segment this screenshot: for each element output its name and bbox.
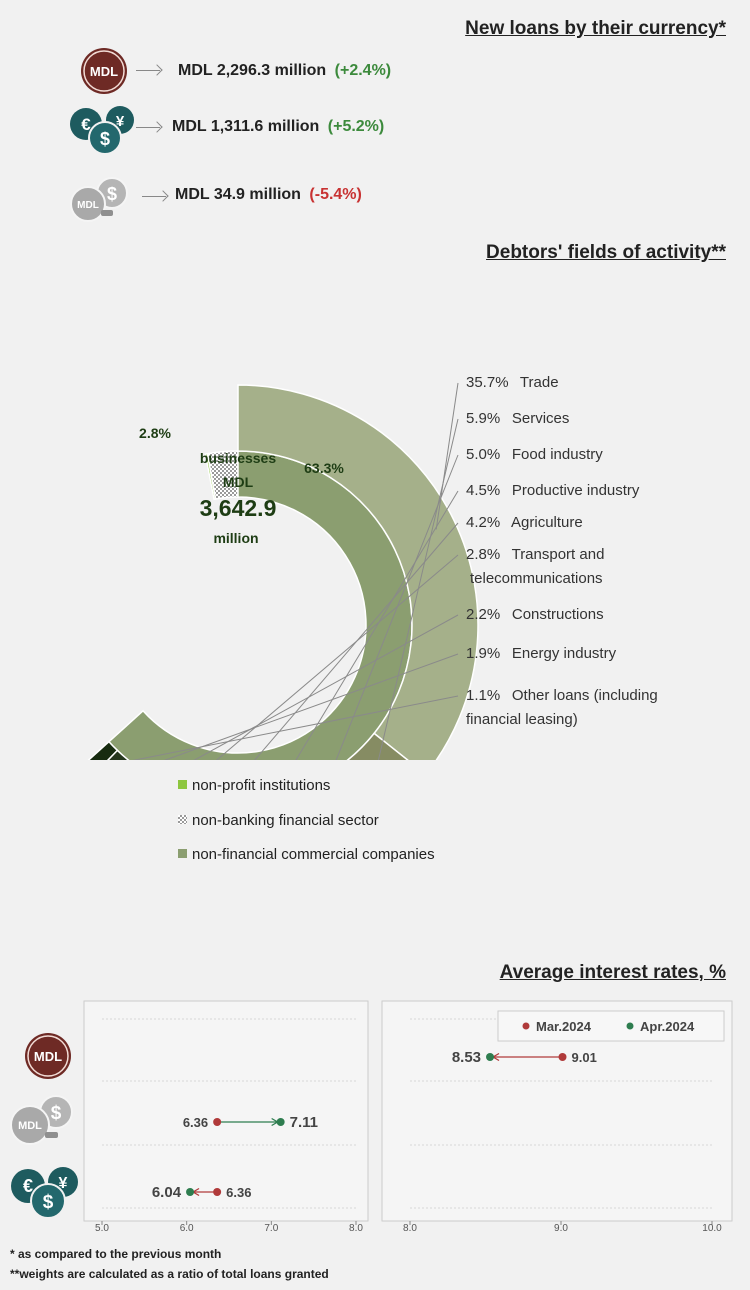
- leader-line: [295, 490, 459, 760]
- outer-label-constructions: 2.2% Constructions: [466, 606, 604, 623]
- currency-section-title: New loans by their currency*: [465, 18, 726, 39]
- left-plot-frame: [83, 1000, 369, 1222]
- outer-label-line2: telecommunications: [470, 570, 603, 587]
- change-text: (-5.4%): [309, 186, 362, 203]
- svg-text:MDL: MDL: [90, 64, 118, 79]
- value-label: 8.53: [452, 1049, 481, 1066]
- change-text: (+2.4%): [334, 62, 392, 79]
- point-mar-2024: [213, 1188, 222, 1196]
- tick-label-left: 5.0: [95, 1223, 109, 1234]
- tick-label-left: 7.0: [264, 1223, 278, 1234]
- tick-label-left: 6.0: [180, 1223, 194, 1234]
- foreign-currency-coins-icon: € ¥ $: [70, 106, 134, 155]
- value-label: 7.11: [290, 1114, 318, 1131]
- leader-line: [132, 695, 459, 760]
- center-line1: businesses: [200, 450, 276, 466]
- point-apr-2024: [486, 1053, 495, 1061]
- leader-line: [163, 653, 459, 760]
- legend-label-apr-2024: Apr.2024: [640, 1019, 695, 1034]
- leader-line: [216, 554, 459, 760]
- outer-label-transport-and-telecommunications: 2.8% Transport and: [466, 546, 604, 563]
- change-text: (+5.2%): [327, 118, 385, 135]
- legend-marker-mar-2024: [522, 1022, 530, 1030]
- inner-label-companies: 63.3%: [304, 460, 344, 476]
- outer-label-other-loans-including-financial-leasing: 1.1% Other loans (including: [466, 687, 658, 704]
- center-line3: million: [213, 530, 258, 546]
- svg-text:€: €: [81, 115, 91, 134]
- svg-text:$: $: [51, 1103, 62, 1124]
- legend-marker-apr-2024: [626, 1022, 634, 1030]
- outer-slice-services: [346, 732, 409, 760]
- tick-label-right: 9.0: [554, 1223, 568, 1234]
- outer-label-energy-industry: 1.9% Energy industry: [466, 645, 617, 662]
- legend-item-companies: non-financial commercial companies: [178, 846, 435, 863]
- point-mar-2024: [558, 1053, 567, 1061]
- svg-text:MDL: MDL: [18, 1120, 42, 1132]
- mdl-coin-icon: MDL: [25, 1033, 71, 1079]
- tick-label-left: 8.0: [349, 1223, 363, 1234]
- svg-text:$: $: [43, 1192, 54, 1213]
- amount-text: MDL 2,296.3 million: [178, 62, 327, 79]
- leader-line: [435, 382, 459, 530]
- sunburst-chart: 35.7% Trade 5.9% Services 5.0% Food indust…: [87, 374, 658, 760]
- interest-rates-chart: 8.53 9.01 6.36 7.11 6.04 6.36 5.0 6.0 7.0 8.0 8.0…: [83, 1000, 733, 1234]
- leader-line: [335, 454, 459, 760]
- svg-text:MDL: MDL: [77, 200, 99, 211]
- point-apr-2024: [276, 1118, 285, 1126]
- legend-item-nbfs: non-banking financial sector: [178, 812, 379, 829]
- outer-label-line2: financial leasing): [466, 711, 578, 728]
- svg-text:€: €: [23, 1176, 33, 1196]
- leader-line: [193, 614, 459, 760]
- value-label: 6.04: [152, 1184, 182, 1201]
- outer-slice-other-loans-including-financial-leasing: [87, 740, 119, 760]
- tick-label-right: 10.0: [702, 1223, 722, 1234]
- value-label: 6.36: [226, 1185, 251, 1200]
- svg-text:MDL: MDL: [34, 1049, 62, 1064]
- footnote-2: **weights are calculated as a ratio of t…: [10, 1267, 329, 1281]
- legend-item-nonprofit: non-profit institutions: [178, 777, 330, 794]
- outer-label-services: 5.9% Services: [466, 410, 569, 427]
- svg-text:$: $: [107, 184, 117, 204]
- inner-label-nbfs: 2.8%: [139, 425, 171, 441]
- indexed-currency-coins-icon: $ MDL: [70, 177, 128, 222]
- amount-text: MDL 1,311.6 million: [172, 118, 320, 135]
- rates-legend-box: [497, 1010, 725, 1042]
- indexed-currency-coins-icon: $ MDL: [10, 1095, 73, 1145]
- value-label: 9.01: [572, 1050, 597, 1065]
- leader-line: [377, 418, 459, 760]
- tick-label-right: 8.0: [403, 1223, 417, 1234]
- foreign-currency-coins-icon: € ¥ $: [11, 1167, 78, 1219]
- legend-swatch: [178, 849, 187, 858]
- outer-label-agriculture: 4.2% Agriculture: [466, 514, 583, 531]
- footnote-1: * as compared to the previous month: [10, 1247, 222, 1261]
- outer-label-trade: 35.7% Trade: [466, 374, 559, 391]
- rates-section-title: Average interest rates, %: [499, 962, 726, 983]
- point-mar-2024: [213, 1118, 222, 1126]
- amount-text: MDL 34.9 million: [175, 186, 301, 203]
- value-label: 6.36: [183, 1115, 208, 1130]
- center-line2: MDL: [223, 474, 254, 490]
- point-apr-2024: [186, 1188, 195, 1196]
- mdl-coin-icon: MDL: [81, 48, 127, 94]
- legend-swatch: [178, 815, 187, 824]
- svg-text:$: $: [100, 129, 110, 149]
- activity-section-title: Debtors' fields of activity**: [486, 242, 726, 263]
- outer-label-productive-industry: 4.5% Productive industry: [466, 482, 640, 499]
- center-value: 3,642.9: [200, 495, 277, 521]
- leader-line: [254, 522, 459, 760]
- svg-text:¥: ¥: [59, 1175, 68, 1192]
- legend-label-mar-2024: Mar.2024: [536, 1019, 592, 1034]
- legend-swatch: [178, 780, 187, 789]
- outer-label-food-industry: 5.0% Food industry: [466, 446, 603, 463]
- outer-slice-trade: [237, 384, 479, 760]
- svg-text:¥: ¥: [116, 113, 125, 130]
